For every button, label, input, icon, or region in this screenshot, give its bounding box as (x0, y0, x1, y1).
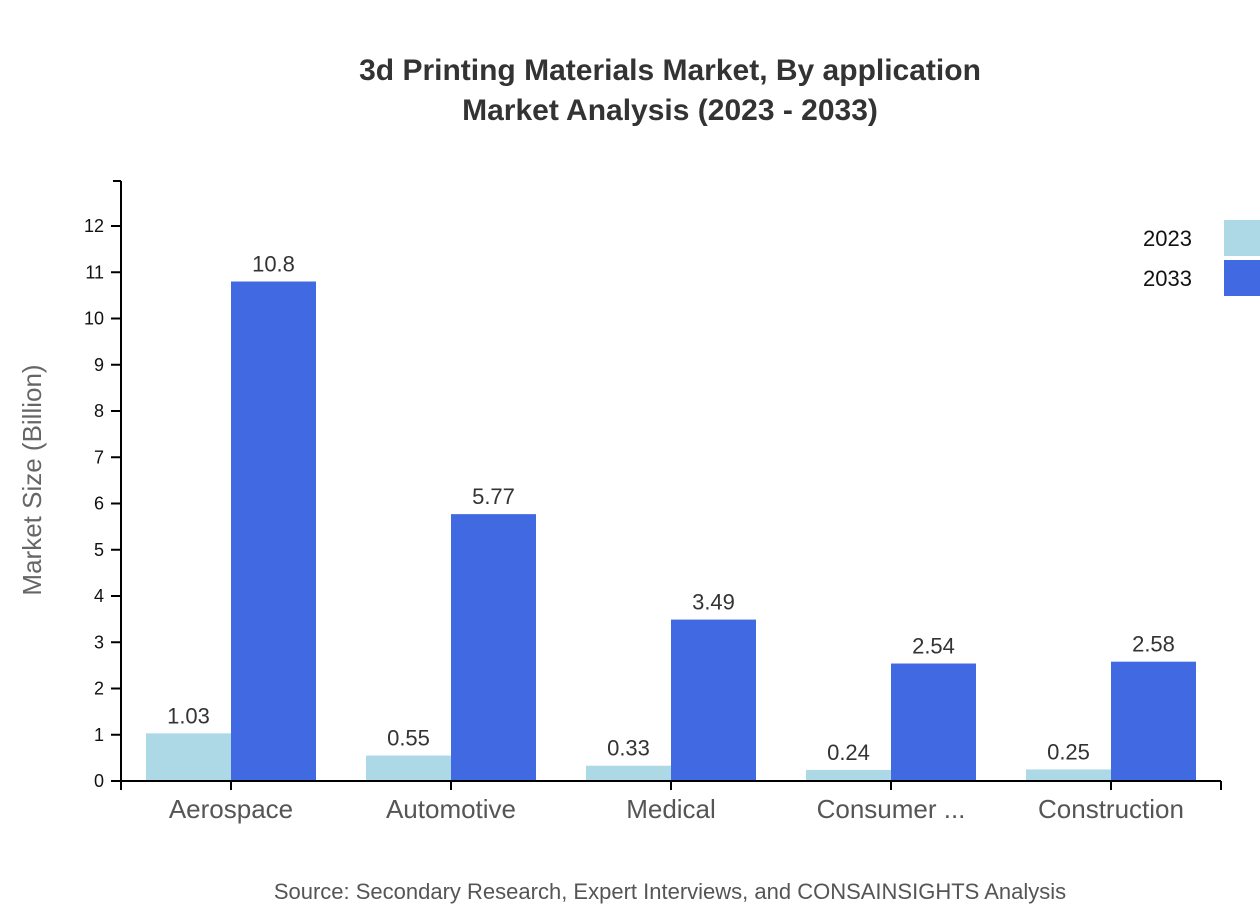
legend-swatch (1224, 260, 1260, 296)
x-category-label: Construction (1038, 794, 1184, 824)
value-label: 0.25 (1047, 739, 1090, 764)
bar-2023[interactable] (1026, 769, 1111, 781)
y-tick-label: 0 (94, 771, 104, 791)
value-label: 3.49 (692, 590, 735, 615)
legend-swatch (1224, 220, 1260, 256)
value-label: 2.58 (1132, 632, 1175, 657)
source-note: Source: Secondary Research, Expert Inter… (274, 879, 1066, 904)
legend-item-2023[interactable]: 2023 (1143, 220, 1260, 256)
y-tick-label: 8 (94, 401, 104, 421)
x-category-label: Aerospace (169, 794, 293, 824)
y-tick-label: 5 (94, 540, 104, 560)
legend-item-2033[interactable]: 2033 (1143, 260, 1260, 296)
y-tick-label: 9 (94, 355, 104, 375)
y-tick-label: 6 (94, 494, 104, 514)
x-category-label: Medical (626, 794, 716, 824)
value-label: 1.03 (167, 703, 210, 728)
y-tick-label: 10 (84, 309, 104, 329)
bar-group-construction: 0.25 2.58 (1026, 632, 1196, 781)
bar-2033[interactable] (231, 281, 316, 782)
bar-group-medical: 0.33 3.49 (586, 590, 756, 781)
bars-group: 1.03 10.8 0.55 5.77 0.33 3.49 0.24 2.54 0.25 2.58 (146, 252, 1196, 782)
value-label: 10.8 (252, 252, 295, 277)
bar-2023[interactable] (586, 765, 671, 781)
bar-2033[interactable] (451, 514, 536, 781)
y-tick-label: 7 (94, 447, 104, 467)
bar-group-aerospace: 1.03 10.8 (146, 252, 316, 782)
bar-group-automotive: 0.55 5.77 (366, 484, 536, 781)
bar-group-consumer: 0.24 2.54 (806, 634, 976, 781)
bar-2023[interactable] (806, 769, 891, 781)
legend-label: 2033 (1143, 266, 1192, 291)
bar-2033[interactable] (671, 619, 756, 781)
chart-title-line1: 3d Printing Materials Market, By applica… (359, 54, 981, 87)
bar-2033[interactable] (891, 663, 976, 781)
x-category-label: Consumer ... (817, 794, 966, 824)
y-tick-label: 3 (94, 632, 104, 652)
x-axis: Aerospace Automotive Medical Consumer ... Co… (121, 780, 1222, 824)
y-tick-label: 12 (84, 216, 104, 236)
legend: 2023 2033 (1143, 220, 1260, 296)
value-label: 2.54 (912, 634, 955, 659)
x-category-label: Automotive (386, 794, 516, 824)
value-label: 0.55 (387, 726, 430, 751)
y-tick-label: 11 (85, 262, 104, 282)
value-label: 0.33 (607, 736, 650, 761)
y-tick-label: 4 (94, 586, 104, 606)
value-label: 0.24 (827, 740, 870, 765)
bar-2023[interactable] (366, 755, 451, 781)
value-label: 5.77 (472, 484, 515, 509)
legend-label: 2023 (1143, 226, 1192, 251)
bar-2023[interactable] (146, 733, 231, 781)
y-axis-label: Market Size (Billion) (17, 364, 47, 595)
bar-2033[interactable] (1111, 661, 1196, 781)
chart-title-line2: Market Analysis (2023 - 2033) (462, 94, 878, 127)
y-tick-label: 1 (94, 725, 104, 745)
y-tick-label: 2 (94, 679, 104, 699)
